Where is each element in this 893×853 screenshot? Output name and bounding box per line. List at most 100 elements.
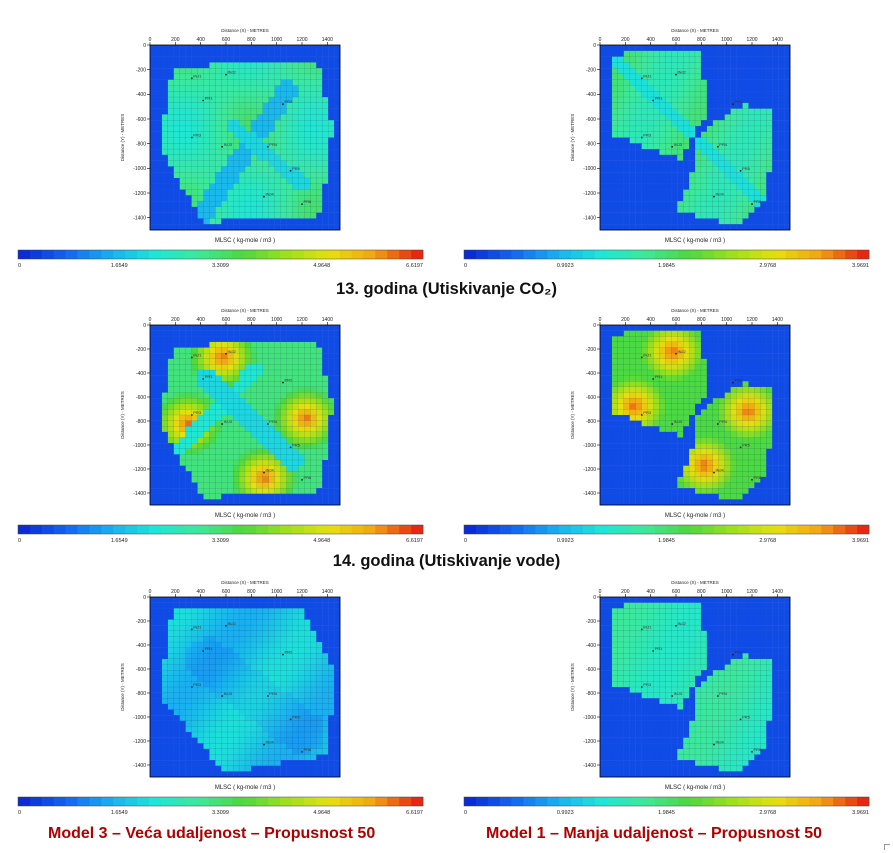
heatmap-cell	[167, 195, 174, 202]
heatmap-cell	[262, 154, 270, 161]
heatmap-cell	[274, 224, 281, 231]
heatmap-cell	[659, 148, 666, 156]
heatmap-cell	[209, 330, 216, 337]
heatmap-cell	[167, 50, 174, 57]
heatmap-cell	[683, 73, 690, 81]
heatmap-cell	[173, 375, 181, 382]
heatmap-cell	[280, 85, 287, 92]
heatmap-cell	[244, 120, 252, 127]
heatmap-cell	[268, 172, 276, 179]
heatmap-cell	[784, 353, 791, 359]
heatmap-cell	[167, 224, 174, 231]
heatmap-cell	[688, 403, 696, 410]
heatmap-cell	[161, 91, 169, 98]
colorbar-segment	[172, 250, 186, 259]
heatmap-cell	[641, 137, 648, 144]
heatmap-cell	[268, 482, 276, 489]
heatmap-cell	[700, 465, 708, 472]
heatmap-cell	[227, 172, 234, 179]
heatmap-cell	[772, 358, 779, 365]
heatmap-cell	[600, 330, 607, 337]
heatmap-cell	[155, 403, 163, 410]
heatmap-cell	[167, 108, 175, 115]
heatmap-cell	[310, 62, 317, 69]
heatmap-cell	[316, 454, 323, 461]
heatmap-cell	[150, 224, 157, 231]
heatmap-cell	[292, 613, 299, 620]
heatmap-cell	[724, 409, 731, 416]
heatmap-cell	[712, 120, 720, 127]
heatmap-cell	[605, 56, 613, 63]
well-label: PR2	[735, 378, 744, 383]
heatmap-cell	[766, 143, 773, 150]
heatmap-cell	[173, 499, 180, 506]
x-axis-label: Distance (X) - METRES	[671, 308, 719, 313]
heatmap-cell	[155, 85, 163, 92]
heatmap-cell	[304, 68, 311, 75]
heatmap-cell	[268, 409, 276, 416]
heatmap-cell	[334, 493, 341, 500]
heatmap-cell	[155, 658, 163, 665]
colorbar-segment	[65, 250, 78, 259]
heatmap-cell	[635, 143, 642, 150]
heatmap-cell	[605, 415, 613, 421]
heatmap-cell	[718, 91, 725, 98]
heatmap-cell	[233, 426, 240, 433]
heatmap-cell	[694, 364, 702, 371]
heatmap-cell	[161, 218, 169, 225]
heatmap-cell	[209, 471, 216, 478]
heatmap-cell	[256, 630, 264, 637]
heatmap-cell	[250, 647, 258, 654]
heatmap-cell	[179, 102, 186, 109]
heatmap-cell	[611, 91, 619, 98]
heatmap-cell	[748, 488, 755, 494]
heatmap-cell	[150, 166, 157, 173]
heatmap-cell	[623, 218, 630, 225]
heatmap-cell	[191, 426, 198, 433]
heatmap-cell	[677, 218, 684, 225]
heatmap-cell	[635, 56, 642, 63]
heatmap-cell	[659, 454, 666, 461]
heatmap-cell	[784, 125, 791, 132]
heatmap-cell	[221, 114, 228, 121]
heatmap-cell	[322, 154, 329, 161]
heatmap-cell	[250, 114, 258, 121]
heatmap-cell	[280, 183, 287, 190]
heatmap-cell	[766, 471, 773, 478]
heatmap-cell	[689, 431, 696, 438]
heatmap-cell	[262, 330, 269, 337]
heatmap-cell	[623, 420, 630, 427]
heatmap-cell	[167, 79, 175, 86]
heatmap-cell	[310, 658, 317, 665]
heatmap-cell	[748, 370, 755, 376]
heatmap-cell	[167, 73, 174, 80]
heatmap-cell	[250, 137, 258, 144]
heatmap-cell	[322, 137, 329, 144]
heatmap-cell	[748, 125, 755, 133]
heatmap-cell	[286, 189, 293, 196]
heatmap-cell	[292, 670, 299, 677]
heatmap-cell	[203, 398, 210, 405]
heatmap-cell	[310, 630, 317, 637]
heatmap-cell	[155, 392, 163, 399]
heatmap-cell	[617, 375, 625, 382]
heatmap-cell	[191, 341, 198, 348]
heatmap-cell	[718, 97, 725, 104]
heatmap-cell	[280, 426, 287, 433]
heatmap-cell	[334, 482, 341, 489]
heatmap-cell	[155, 91, 163, 98]
heatmap-cell	[179, 353, 186, 360]
heatmap-cell	[700, 143, 708, 150]
heatmap-cell	[185, 160, 192, 167]
heatmap-cell	[647, 120, 654, 127]
heatmap-cell	[659, 160, 666, 167]
heatmap-cell	[304, 183, 311, 190]
heatmap-cell	[706, 114, 714, 121]
heatmap-cell	[191, 45, 198, 51]
heatmap-cell	[600, 218, 607, 225]
heatmap-cell	[203, 68, 210, 75]
heatmap-cell	[665, 206, 672, 213]
heatmap-cell	[167, 206, 174, 213]
heatmap-cell	[161, 448, 169, 455]
heatmap-cell	[215, 148, 222, 156]
